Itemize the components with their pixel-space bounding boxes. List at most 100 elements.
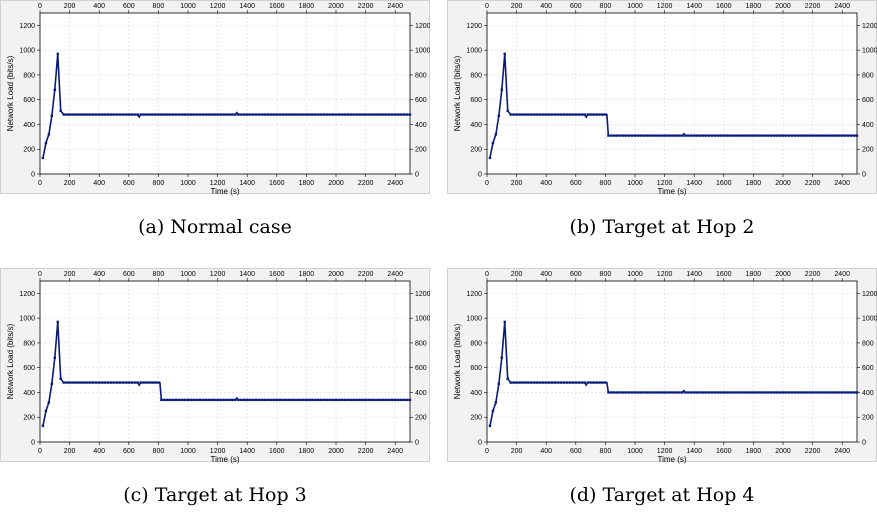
data-point	[207, 398, 210, 402]
y-tick-label-right: 600	[862, 97, 874, 104]
data-point	[503, 320, 506, 324]
data-point	[849, 134, 853, 137]
data-point	[616, 391, 619, 394]
data-point	[237, 398, 240, 402]
data-point	[44, 141, 48, 145]
x-tick-label-top: 1800	[746, 3, 762, 10]
data-point	[109, 381, 113, 384]
data-point	[805, 391, 808, 394]
data-point	[657, 391, 660, 394]
data-point	[80, 381, 83, 384]
data-point	[524, 113, 527, 116]
y-tick-label-right: 800	[862, 72, 874, 79]
data-point	[59, 109, 62, 113]
data-point	[204, 398, 207, 402]
data-point	[130, 381, 133, 384]
data-point	[725, 391, 728, 394]
data-point	[364, 113, 367, 116]
y-tick-label-right: 0	[415, 172, 419, 179]
x-tick-label: 1200	[210, 448, 226, 455]
data-point	[713, 134, 717, 137]
data-point	[636, 134, 640, 137]
x-tick-label-top: 600	[570, 3, 582, 10]
data-point	[192, 398, 196, 402]
data-point	[379, 398, 382, 402]
data-point	[719, 391, 723, 394]
data-point	[767, 391, 770, 394]
data-point	[701, 391, 705, 394]
x-tick-label: 800	[600, 180, 612, 187]
x-tick-label-top: 1000	[627, 3, 643, 10]
data-point	[610, 391, 613, 394]
data-point	[624, 391, 628, 394]
x-tick-label-top: 0	[38, 271, 42, 278]
data-point	[660, 391, 663, 394]
x-tick-label-top: 2000	[775, 271, 791, 278]
data-point	[346, 113, 350, 116]
data-point	[802, 134, 805, 137]
y-tick-label-right: 600	[415, 365, 427, 372]
data-point	[118, 381, 122, 384]
y-tick-label: 600	[470, 97, 482, 104]
data-point	[725, 134, 728, 137]
data-point	[296, 113, 299, 116]
x-tick-label: 2000	[775, 448, 791, 455]
data-point	[263, 398, 267, 402]
data-point	[693, 391, 696, 394]
y-tick-label-right: 0	[862, 172, 866, 179]
data-point	[169, 398, 172, 402]
y-tick-label-right: 1200	[415, 291, 430, 298]
data-point	[320, 113, 323, 116]
data-point	[500, 356, 503, 359]
y-axis-label: Network Load (bits/s)	[453, 55, 462, 131]
data-point	[142, 113, 145, 116]
data-point	[698, 391, 702, 394]
data-point	[225, 113, 228, 116]
data-point	[189, 113, 193, 116]
data-point	[767, 134, 770, 137]
data-point	[367, 113, 370, 116]
data-point	[204, 113, 207, 116]
data-point	[545, 381, 548, 384]
data-point	[106, 381, 110, 384]
data-point	[103, 113, 107, 116]
data-point	[399, 113, 403, 116]
x-tick-label: 2200	[805, 448, 821, 455]
data-point	[601, 113, 604, 116]
data-point	[174, 398, 178, 402]
data-point	[624, 134, 628, 137]
data-point	[109, 113, 113, 116]
data-point	[248, 398, 252, 402]
data-point	[180, 398, 184, 402]
y-tick-label: 600	[23, 365, 35, 372]
data-point	[328, 398, 332, 402]
data-point	[764, 391, 767, 394]
data-point	[817, 391, 820, 394]
data-point	[399, 398, 403, 402]
x-tick-label-top: 1400	[239, 3, 255, 10]
x-tick-label-top: 2000	[328, 3, 344, 10]
data-point	[716, 391, 720, 394]
data-point	[376, 398, 379, 402]
data-point	[553, 113, 557, 116]
x-tick-label-top: 1200	[210, 271, 226, 278]
x-tick-label: 600	[123, 180, 135, 187]
data-point	[752, 134, 755, 137]
data-point	[491, 141, 495, 145]
data-point	[92, 113, 95, 116]
data-point	[148, 381, 151, 384]
caption-a: (a) Normal case	[138, 216, 292, 238]
data-point	[530, 113, 533, 116]
data-point	[604, 381, 607, 384]
x-tick-label: 800	[153, 448, 165, 455]
data-point	[266, 398, 270, 402]
plot-area	[487, 281, 857, 442]
data-point	[254, 113, 258, 116]
data-point	[106, 113, 110, 116]
data-point	[154, 381, 157, 384]
data-point	[53, 88, 56, 91]
data-point	[257, 398, 261, 402]
y-tick-label: 0	[31, 172, 35, 179]
x-tick-label-top: 1400	[686, 271, 702, 278]
data-point	[311, 113, 314, 116]
